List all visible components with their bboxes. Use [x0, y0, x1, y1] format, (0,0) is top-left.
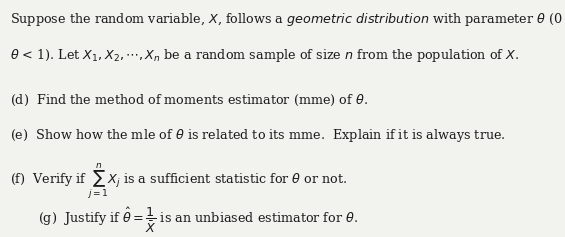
Text: (f)  Verify if $\sum_{j=1}^{n} X_j$ is a sufficient statistic for $\theta$ or no: (f) Verify if $\sum_{j=1}^{n} X_j$ is a …: [10, 161, 347, 201]
Text: $\theta$ < 1). Let $X_1, X_2, \cdots, X_n$ be a random sample of size $n$ from t: $\theta$ < 1). Let $X_1, X_2, \cdots, X_…: [10, 47, 519, 64]
Text: (e)  Show how the mle of $\theta$ is related to its mme.  Explain if it is alway: (e) Show how the mle of $\theta$ is rela…: [10, 127, 506, 144]
Text: Suppose the random variable, $X$, follows a $\it{geometric\ distribution}$ with : Suppose the random variable, $X$, follow…: [10, 11, 565, 28]
Text: (d)  Find the method of moments estimator (mme) of $\theta$.: (d) Find the method of moments estimator…: [10, 92, 368, 108]
Text: (g)  Justify if $\hat{\theta} = \dfrac{1}{\bar{X}}$ is an unbiased estimator for: (g) Justify if $\hat{\theta} = \dfrac{1}…: [38, 206, 359, 235]
